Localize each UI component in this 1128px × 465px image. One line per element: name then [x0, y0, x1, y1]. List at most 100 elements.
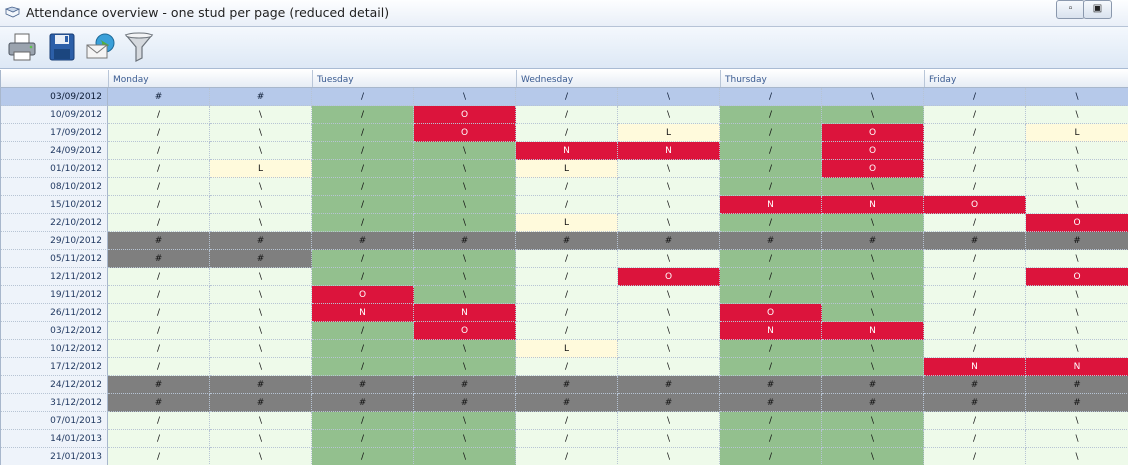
attendance-cell[interactable]: \ [210, 214, 312, 232]
attendance-cell[interactable]: / [312, 160, 414, 178]
attendance-cell[interactable]: \ [822, 88, 924, 106]
header-day-monday[interactable]: Monday [108, 70, 312, 87]
attendance-cell[interactable]: / [108, 196, 210, 214]
table-row[interactable]: 03/12/2012/\ / O / \ N N / \ [1, 322, 1128, 340]
attendance-cell[interactable]: / [720, 268, 822, 286]
attendance-cell[interactable]: / [720, 178, 822, 196]
attendance-cell[interactable]: # [312, 376, 414, 394]
attendance-cell[interactable]: \ [618, 412, 720, 430]
attendance-cell[interactable]: \ [822, 412, 924, 430]
attendance-cell[interactable]: / [516, 250, 618, 268]
attendance-cell[interactable]: \ [1026, 88, 1128, 106]
attendance-cell[interactable]: \ [414, 340, 516, 358]
attendance-cell[interactable]: / [108, 178, 210, 196]
attendance-cell[interactable]: / [312, 430, 414, 448]
attendance-cell[interactable]: \ [1026, 448, 1128, 465]
attendance-cell[interactable]: / [312, 322, 414, 340]
attendance-cell[interactable]: L [210, 160, 312, 178]
attendance-cell[interactable]: \ [414, 160, 516, 178]
attendance-cell[interactable]: \ [210, 106, 312, 124]
attendance-cell[interactable]: / [720, 412, 822, 430]
table-row[interactable]: 05/11/2012 # # / \ / \ / \ / \ [1, 250, 1128, 268]
attendance-cell[interactable]: \ [822, 430, 924, 448]
email-button[interactable] [84, 30, 118, 64]
attendance-cell[interactable]: / [924, 412, 1026, 430]
attendance-cell[interactable]: O [924, 196, 1026, 214]
attendance-cell[interactable]: N [822, 322, 924, 340]
attendance-cell[interactable]: \ [1026, 160, 1128, 178]
attendance-cell[interactable]: \ [822, 286, 924, 304]
table-row[interactable]: 21/01/2013/\ / \ / \ / \ / \ [1, 448, 1128, 465]
attendance-cell[interactable]: # [720, 376, 822, 394]
attendance-cell[interactable]: / [312, 88, 414, 106]
attendance-cell[interactable]: \ [822, 340, 924, 358]
attendance-cell[interactable]: / [312, 106, 414, 124]
attendance-cell[interactable]: \ [1026, 340, 1128, 358]
attendance-cell[interactable]: / [312, 124, 414, 142]
attendance-cell[interactable]: O [1026, 268, 1128, 286]
attendance-cell[interactable]: \ [822, 214, 924, 232]
attendance-cell[interactable]: O [312, 286, 414, 304]
attendance-cell[interactable]: O [720, 304, 822, 322]
attendance-cell[interactable]: \ [822, 268, 924, 286]
attendance-cell[interactable]: \ [618, 322, 720, 340]
attendance-cell[interactable]: \ [1026, 304, 1128, 322]
table-row[interactable]: 19/11/2012/\ O \ / \ / \ / \ [1, 286, 1128, 304]
attendance-cell[interactable]: / [720, 250, 822, 268]
attendance-cell[interactable]: / [720, 106, 822, 124]
attendance-cell[interactable]: / [720, 430, 822, 448]
table-row[interactable]: 08/10/2012/\ / \ / \ / \ / \ [1, 178, 1128, 196]
attendance-cell[interactable]: N [618, 142, 720, 160]
attendance-cell[interactable]: \ [210, 196, 312, 214]
attendance-cell[interactable]: / [108, 340, 210, 358]
attendance-cell[interactable]: / [108, 214, 210, 232]
attendance-cell[interactable]: \ [210, 178, 312, 196]
attendance-cell[interactable]: O [822, 142, 924, 160]
table-row[interactable]: 14/01/2013/\ / \ / \ / \ / \ [1, 430, 1128, 448]
attendance-cell[interactable]: L [516, 214, 618, 232]
attendance-cell[interactable]: / [108, 160, 210, 178]
table-row[interactable]: 31/12/2012 # # # # # # # # # # [1, 394, 1128, 412]
attendance-cell[interactable]: / [312, 412, 414, 430]
attendance-cell[interactable]: # [414, 376, 516, 394]
attendance-cell[interactable]: # [822, 376, 924, 394]
attendance-cell[interactable]: / [516, 304, 618, 322]
attendance-cell[interactable]: \ [618, 430, 720, 448]
attendance-cell[interactable]: \ [618, 448, 720, 465]
attendance-cell[interactable]: # [924, 376, 1026, 394]
attendance-cell[interactable]: L [516, 340, 618, 358]
attendance-cell[interactable]: \ [414, 214, 516, 232]
attendance-cell[interactable]: / [312, 142, 414, 160]
attendance-cell[interactable]: / [720, 286, 822, 304]
attendance-cell[interactable]: \ [414, 196, 516, 214]
print-button[interactable] [5, 30, 39, 64]
table-row[interactable]: 01/10/2012/L / \ L \ / O / \ [1, 160, 1128, 178]
attendance-cell[interactable]: \ [210, 412, 312, 430]
attendance-cell[interactable]: # [1026, 394, 1128, 412]
attendance-cell[interactable]: / [720, 142, 822, 160]
attendance-cell[interactable]: / [108, 286, 210, 304]
attendance-cell[interactable]: # [1026, 232, 1128, 250]
attendance-cell[interactable]: # [618, 232, 720, 250]
attendance-cell[interactable]: \ [822, 106, 924, 124]
attendance-cell[interactable]: / [516, 358, 618, 376]
attendance-cell[interactable]: / [924, 142, 1026, 160]
attendance-cell[interactable]: / [516, 412, 618, 430]
attendance-cell[interactable]: / [924, 322, 1026, 340]
attendance-cell[interactable]: / [312, 178, 414, 196]
attendance-cell[interactable]: / [516, 178, 618, 196]
attendance-cell[interactable]: / [924, 250, 1026, 268]
attendance-cell[interactable]: / [516, 430, 618, 448]
attendance-cell[interactable]: \ [210, 268, 312, 286]
table-row[interactable]: 24/12/2012 # # # # # # # # # # [1, 376, 1128, 394]
attendance-cell[interactable]: O [822, 124, 924, 142]
attendance-cell[interactable]: / [108, 142, 210, 160]
attendance-cell[interactable]: \ [822, 178, 924, 196]
attendance-cell[interactable]: # [210, 232, 312, 250]
attendance-cell[interactable]: N [822, 196, 924, 214]
attendance-cell[interactable]: N [414, 304, 516, 322]
attendance-cell[interactable]: / [108, 358, 210, 376]
attendance-cell[interactable]: / [312, 358, 414, 376]
attendance-cell[interactable]: / [108, 412, 210, 430]
attendance-cell[interactable]: \ [210, 448, 312, 465]
